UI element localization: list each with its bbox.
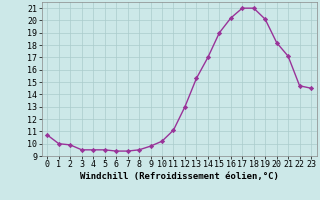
X-axis label: Windchill (Refroidissement éolien,°C): Windchill (Refroidissement éolien,°C) <box>80 172 279 181</box>
